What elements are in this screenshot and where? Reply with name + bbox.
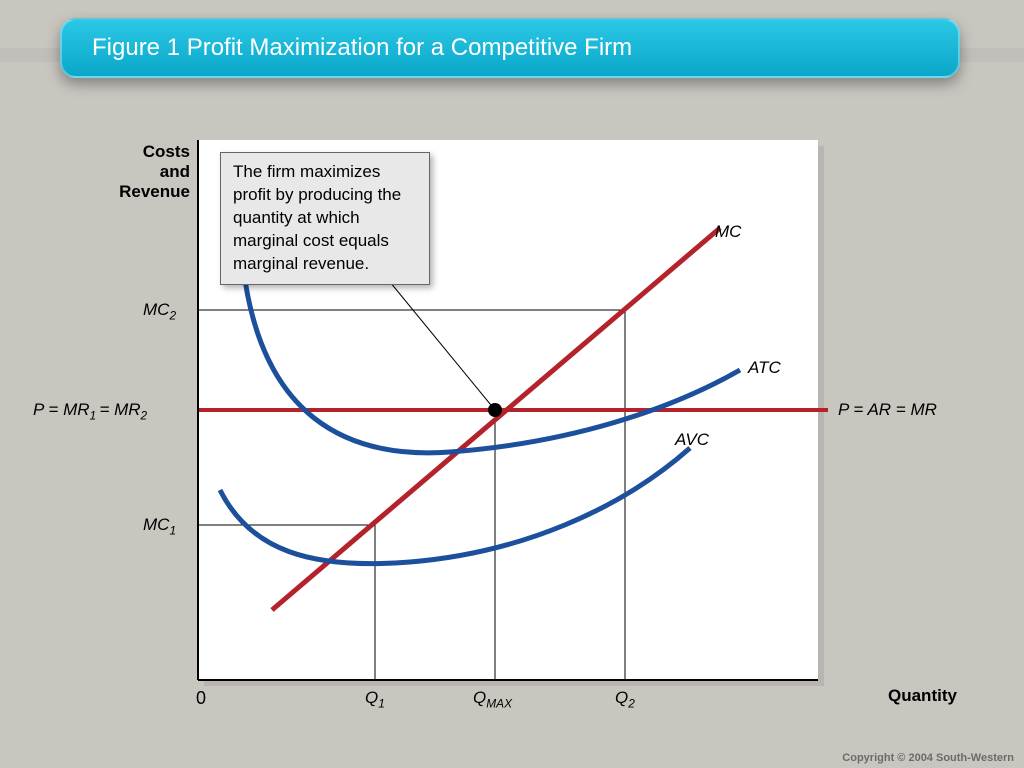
mc-label: MC — [715, 222, 741, 242]
atc-curve — [245, 280, 740, 453]
figure-title-bar: Figure 1 Profit Maximization for a Compe… — [60, 18, 960, 78]
intersection-dot — [488, 403, 502, 417]
avc-label: AVC — [675, 430, 709, 450]
figure-title-text: Figure 1 Profit Maximization for a Compe… — [92, 34, 632, 62]
chart-container: CostsandRevenue Quantity 0 MC ATC AVC P … — [100, 130, 920, 710]
avc-curve — [220, 448, 690, 564]
atc-label: ATC — [748, 358, 781, 378]
mc1-label: MC1 — [143, 515, 176, 537]
callout-text: The firm maximizes profit by producing t… — [233, 162, 401, 273]
origin-label: 0 — [196, 688, 206, 709]
q2-label: Q2 — [615, 688, 635, 710]
qmax-label: QMAX — [473, 688, 512, 710]
price-left-label: P = MR1 = MR2 — [33, 400, 147, 422]
callout-box: The firm maximizes profit by producing t… — [220, 152, 430, 285]
callout-leader — [390, 282, 495, 410]
mc2-label: MC2 — [143, 300, 176, 322]
q1-label: Q1 — [365, 688, 385, 710]
copyright-text: Copyright © 2004 South-Western — [842, 752, 1014, 764]
price-right-label: P = AR = MR — [838, 400, 937, 420]
x-axis-label: Quantity — [888, 686, 957, 706]
y-axis-label: CostsandRevenue — [100, 142, 190, 202]
mc-curve — [272, 228, 720, 610]
